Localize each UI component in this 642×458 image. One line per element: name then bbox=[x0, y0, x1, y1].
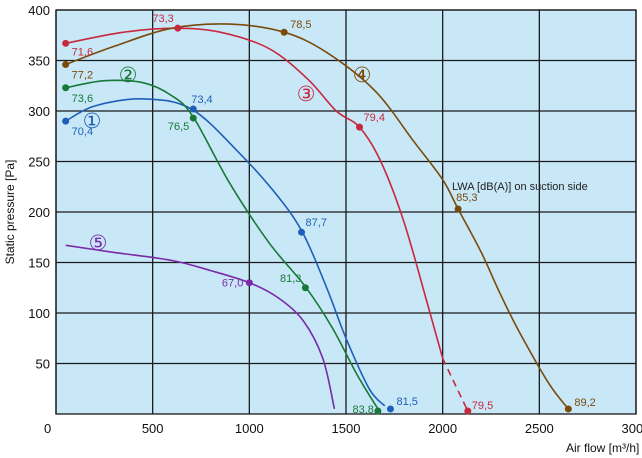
data-label: 77,2 bbox=[72, 70, 93, 82]
data-label: 87,7 bbox=[306, 217, 327, 229]
data-point bbox=[280, 28, 288, 36]
y-tick-label: 400 bbox=[28, 3, 50, 18]
y-tick-label: 350 bbox=[28, 54, 50, 69]
x-tick-label: 0 bbox=[44, 421, 51, 436]
data-label: 79,5 bbox=[472, 400, 493, 412]
data-points: 70,4 73,4 87,7 81,5 73,6 76,5 81,3 83,8 71,6 73,3… bbox=[62, 13, 596, 416]
data-label: 73,6 bbox=[72, 93, 93, 105]
data-label: 83,8 bbox=[352, 404, 373, 416]
series-label-1: ① bbox=[83, 110, 102, 133]
grid bbox=[55, 9, 637, 415]
y-tick-label: 250 bbox=[28, 155, 50, 170]
data-point bbox=[298, 228, 306, 236]
x-axis-label: Air flow [m³/h] bbox=[566, 441, 639, 455]
data-label: 85,3 bbox=[456, 192, 477, 204]
series-line-2 bbox=[65, 79, 379, 410]
data-label: 79,4 bbox=[364, 112, 385, 124]
series-line-4 bbox=[65, 23, 569, 410]
y-tick-label: 100 bbox=[28, 306, 50, 321]
x-tick-label: 1500 bbox=[332, 421, 361, 436]
data-label: 76,5 bbox=[168, 121, 189, 133]
data-point bbox=[189, 114, 197, 122]
data-label: 71,6 bbox=[72, 46, 93, 58]
x-tick-label: 500 bbox=[142, 421, 164, 436]
data-label: 73,3 bbox=[152, 13, 173, 25]
y-axis-label: Static pressure [Pa] bbox=[3, 160, 17, 265]
data-point bbox=[174, 24, 182, 32]
data-label: 73,4 bbox=[191, 94, 212, 106]
series-dashed-line-3 bbox=[441, 358, 469, 412]
data-label: 89,2 bbox=[574, 397, 595, 409]
y-tick-label: 200 bbox=[28, 205, 50, 220]
data-point bbox=[386, 405, 394, 413]
y-tick-label: 50 bbox=[36, 357, 50, 372]
x-tick-label: 2000 bbox=[428, 421, 457, 436]
y-tick-label: 150 bbox=[28, 256, 50, 271]
data-point bbox=[374, 407, 382, 415]
data-label: 67,0 bbox=[222, 278, 243, 290]
series-label-3: ③ bbox=[297, 83, 316, 106]
data-label: 78,5 bbox=[290, 19, 311, 31]
series-label-5: ⑤ bbox=[89, 232, 108, 255]
data-label: 81,3 bbox=[280, 273, 301, 285]
data-point bbox=[564, 405, 572, 413]
plot-frame bbox=[55, 9, 637, 415]
data-point bbox=[454, 205, 462, 213]
data-point bbox=[62, 39, 70, 47]
series-line-1 bbox=[65, 98, 386, 407]
annotation-lwa: LWA [dB(A)] on suction side bbox=[452, 181, 588, 193]
data-point bbox=[301, 284, 309, 292]
data-point bbox=[356, 123, 364, 131]
series-labels: ①② ③ ④ ⑤ bbox=[83, 64, 372, 255]
data-point bbox=[189, 105, 197, 113]
x-tick-label: 3000 bbox=[622, 421, 642, 436]
series-label-2: ② bbox=[119, 64, 138, 87]
series-label-4: ④ bbox=[353, 64, 372, 87]
data-point bbox=[62, 117, 70, 125]
data-point bbox=[62, 61, 70, 69]
data-point bbox=[245, 279, 253, 287]
x-tick-label: 2500 bbox=[525, 421, 554, 436]
data-label: 70,4 bbox=[72, 126, 93, 138]
y-tick-label: 300 bbox=[28, 104, 50, 119]
data-label: 81,5 bbox=[396, 396, 417, 408]
x-tick-label: 1000 bbox=[235, 421, 264, 436]
data-point bbox=[464, 407, 472, 415]
data-point bbox=[62, 84, 70, 92]
tick-labels: 0 500 1000 1500 2000 2500 3000 50 100 150 200 250 30… bbox=[28, 3, 642, 436]
